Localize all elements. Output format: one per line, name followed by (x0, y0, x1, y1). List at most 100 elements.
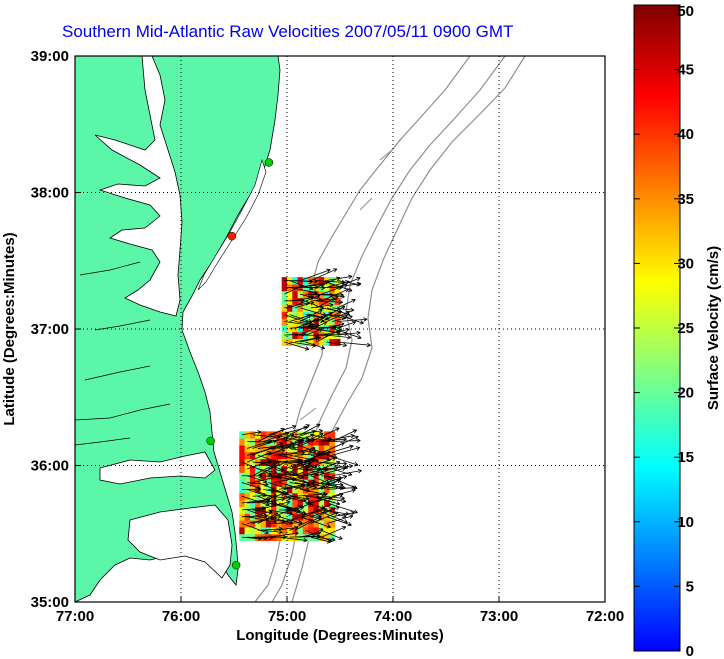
velocity-arrowhead (294, 532, 299, 536)
velocity-arrow (257, 445, 285, 449)
velocity-arrowhead (275, 461, 280, 464)
velocity-arrowhead (303, 462, 307, 465)
velocity-arrowhead (300, 507, 304, 511)
velocity-arrow (316, 509, 348, 523)
velocity-arrow (268, 459, 302, 463)
velocity-cell (249, 465, 256, 473)
velocity-arrowhead (272, 492, 277, 496)
velocity-cell (260, 431, 267, 439)
velocity-arrow (247, 475, 268, 483)
velocity-arrowhead (311, 429, 316, 432)
velocity-arrowhead (348, 471, 353, 476)
velocity-arrowhead (326, 527, 331, 529)
velocity-arrow (321, 495, 345, 499)
velocity-arrow (257, 528, 283, 531)
velocity-cell (297, 499, 304, 507)
velocity-arrowhead (343, 342, 347, 346)
velocity-arrowhead (298, 523, 303, 525)
velocity-arrowhead (327, 524, 331, 528)
velocity-arrowhead (340, 296, 345, 299)
pamlico-sound (127, 504, 233, 579)
velocity-arrowhead (288, 513, 293, 516)
velocity-arrowhead (268, 510, 273, 514)
velocity-arrow (300, 281, 329, 288)
velocity-arrowhead (303, 540, 308, 543)
velocity-arrow (284, 341, 309, 350)
velocity-arrowhead (263, 513, 268, 518)
velocity-arrow (279, 536, 308, 541)
velocity-arrowhead (261, 507, 266, 511)
velocity-cell (281, 513, 288, 521)
velocity-arrowhead (355, 446, 360, 448)
velocity-arrowhead (313, 280, 318, 284)
velocity-cell (271, 506, 277, 514)
velocity-arrow (257, 501, 291, 511)
velocity-arrowhead (345, 328, 350, 333)
velocity-arrowhead (340, 495, 345, 499)
velocity-arrowhead (267, 459, 272, 462)
x-axis-label: Longitude (Degrees:Minutes) (236, 627, 444, 644)
velocity-arrow (268, 482, 288, 490)
velocity-arrowhead (321, 287, 326, 291)
velocity-cell (302, 431, 309, 439)
velocity-arrow (310, 268, 338, 281)
velocity-arrowhead (257, 430, 262, 433)
velocity-arrow (284, 447, 316, 456)
velocity-arrowhead (300, 299, 305, 303)
velocity-arrowhead (316, 322, 320, 326)
velocity-arrow (326, 314, 346, 319)
velocity-arrow (331, 489, 356, 497)
velocity-arrow (321, 445, 354, 456)
velocity-arrow (268, 447, 296, 449)
velocity-arrowhead (287, 498, 292, 501)
velocity-arrow (316, 280, 346, 283)
velocity-cell (297, 311, 304, 319)
velocity-arrow (294, 515, 322, 531)
velocity-arrowhead (269, 537, 274, 540)
velocity-arrowhead (337, 461, 341, 466)
velocity-cell (297, 479, 304, 487)
velocity-cell (292, 520, 299, 528)
velocity-arrowhead (294, 531, 299, 534)
velocity-arrowhead (317, 532, 322, 536)
velocity-arrow (331, 429, 357, 442)
velocity-arrow (326, 275, 353, 281)
velocity-arrowhead (306, 424, 310, 429)
velocity-arrow (294, 493, 328, 497)
velocity-arrow (252, 515, 282, 524)
velocity-arrowhead (303, 537, 308, 541)
velocity-cell (276, 438, 283, 446)
velocity-arrow (278, 439, 305, 449)
x-tick-label: 76:00 (162, 608, 200, 625)
velocity-cell (329, 485, 336, 494)
velocity-arrow (326, 502, 358, 514)
velocity-arrowhead (339, 535, 343, 540)
velocity-arrowhead (311, 458, 315, 463)
velocity-arrow (300, 269, 331, 281)
velocity-arrow (310, 511, 339, 524)
velocity-arrowhead (258, 475, 263, 479)
velocity-arrow (294, 430, 323, 436)
velocity-arrow (337, 321, 356, 329)
velocity-arrowhead (329, 304, 334, 308)
velocity-arrow (263, 529, 283, 533)
velocity-arrowhead (349, 515, 354, 519)
velocity-arrowhead (257, 431, 262, 435)
velocity-cell (302, 520, 309, 528)
velocity-arrow (247, 482, 269, 486)
velocity-arrow (289, 341, 317, 347)
velocity-arrow (326, 307, 350, 315)
velocity-arrow (247, 500, 271, 504)
velocity-arrow (321, 314, 348, 317)
velocity-arrowhead (294, 525, 299, 528)
velocity-arrow (284, 495, 312, 504)
velocity-arrow (257, 492, 285, 504)
velocity-arrowhead (356, 330, 361, 333)
velocity-arrow (268, 461, 288, 470)
velocity-arrowhead (301, 482, 306, 485)
velocity-arrowhead (332, 508, 336, 512)
velocity-arrowhead (338, 477, 343, 481)
y-tick-label: 35:00 (31, 594, 69, 611)
velocity-cell (276, 492, 283, 501)
